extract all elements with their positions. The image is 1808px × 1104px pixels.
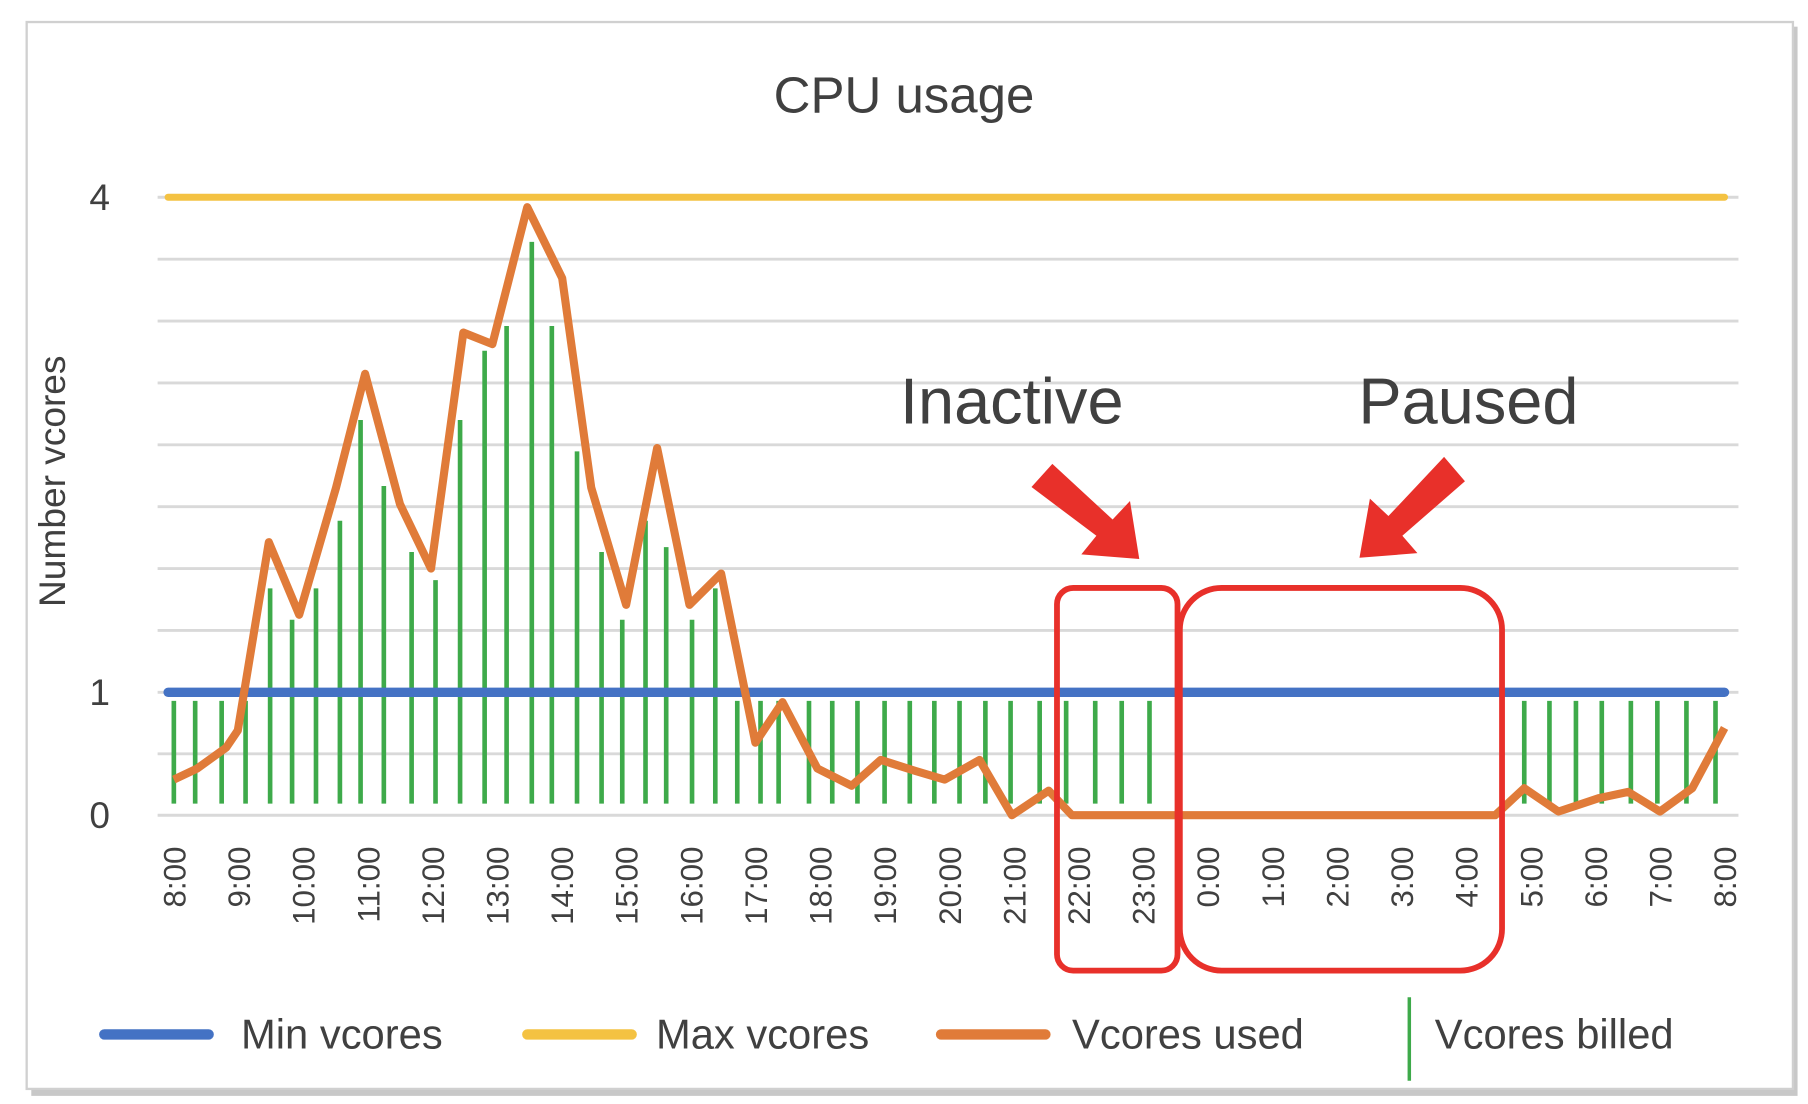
series-lines [163, 193, 1730, 820]
x-tick-label: 15:00 [610, 847, 645, 925]
x-tick-label: 1:00 [1256, 847, 1291, 908]
chart-frame [25, 20, 1795, 1091]
x-tick-label: 20:00 [933, 847, 968, 925]
x-tick-labels: 8:00 9:00 10:00 11:00 12:00 13:00 14:00 15:00 16… [157, 847, 1743, 925]
x-tick-label: 18:00 [804, 847, 839, 925]
inactive-arrow-icon [1031, 463, 1140, 559]
x-tick-label: 14:00 [545, 847, 580, 925]
legend-label: Max vcores [656, 1010, 869, 1057]
x-tick-label: 4:00 [1450, 847, 1485, 908]
y-tick-labels: 0 1 4 [89, 176, 110, 836]
annotations: Inactive Paused [900, 364, 1578, 974]
x-tick-label: 21:00 [997, 847, 1032, 925]
x-tick-label: 2:00 [1320, 847, 1355, 908]
paused-label: Paused [1358, 364, 1578, 437]
vcores-used-line [172, 203, 1729, 820]
paused-arrow-icon [1359, 456, 1465, 558]
x-tick-label: 7:00 [1644, 847, 1679, 908]
y-tick-label: 0 [89, 794, 110, 836]
y-tick-label: 4 [89, 176, 110, 218]
x-tick-label: 9:00 [222, 847, 257, 908]
y-tick-label: 1 [89, 671, 110, 713]
x-tick-label: 19:00 [868, 847, 903, 925]
x-tick-label: 12:00 [416, 847, 451, 925]
x-tick-label: 22:00 [1062, 847, 1097, 925]
inactive-label: Inactive [900, 364, 1124, 437]
x-tick-label: 23:00 [1127, 847, 1162, 925]
x-tick-label: 10:00 [287, 847, 322, 925]
legend-label: Min vcores [241, 1010, 443, 1057]
x-tick-label: 0:00 [1191, 847, 1226, 908]
x-tick-label: 11:00 [351, 847, 386, 923]
x-tick-label: 5:00 [1514, 847, 1549, 908]
x-tick-label: 3:00 [1385, 847, 1420, 908]
x-tick-label: 8:00 [157, 847, 192, 908]
x-tick-label: 6:00 [1579, 847, 1614, 908]
legend-label: Vcores billed [1435, 1010, 1674, 1057]
y-axis-label: Number vcores [31, 356, 73, 607]
legend: Min vcores Max vcores Vcores used Vcores bi… [99, 997, 1674, 1081]
paused-highlight-box [1176, 585, 1505, 974]
x-tick-label: 16:00 [674, 847, 709, 925]
chart-title: CPU usage [774, 66, 1035, 123]
x-tick-label: 13:00 [481, 847, 516, 925]
x-tick-label: 17:00 [739, 847, 774, 925]
x-tick-label: 8:00 [1708, 847, 1743, 908]
legend-label: Vcores used [1072, 1010, 1304, 1057]
